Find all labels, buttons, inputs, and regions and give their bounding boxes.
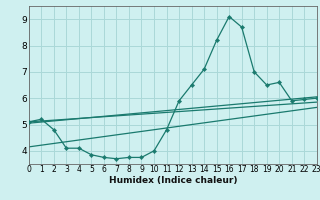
X-axis label: Humidex (Indice chaleur): Humidex (Indice chaleur) [108,176,237,185]
